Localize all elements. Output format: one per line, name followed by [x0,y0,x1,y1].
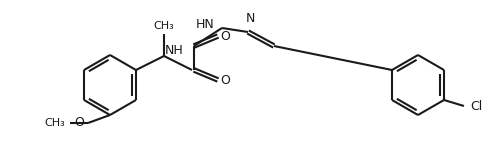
Text: O: O [220,30,230,43]
Text: N: N [246,12,254,25]
Text: HN: HN [195,18,214,31]
Text: CH₃: CH₃ [154,21,175,31]
Text: NH: NH [165,44,184,57]
Text: CH₃: CH₃ [44,118,65,128]
Text: O: O [220,74,230,87]
Text: Cl: Cl [470,99,482,113]
Text: O: O [74,116,84,130]
